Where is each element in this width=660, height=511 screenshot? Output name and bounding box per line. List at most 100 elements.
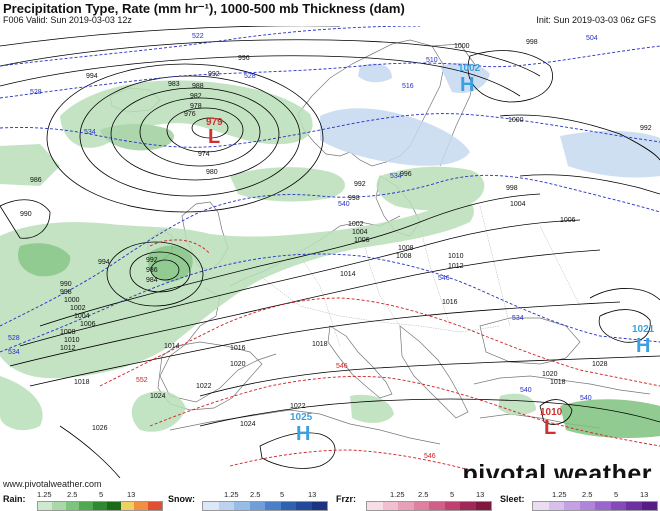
thickness-label: 540 [338,201,350,208]
isobar-label: 978 [190,103,202,110]
isobar-label: 1028 [592,361,608,368]
isobar-label: 1018 [312,341,328,348]
isobar-label: 1012 [448,263,464,270]
isobar-label: 998 [60,289,72,296]
isobar-labels: 994 982 978 976 974 996 992 988 983 980 … [20,39,652,432]
thickness-label: 528 [8,335,20,342]
rain-areas [0,80,660,438]
thickness-label: 516 [402,83,414,90]
thickness-label: 510 [426,57,438,64]
isobar-label: 986 [30,177,42,184]
tick-label: 13 [476,490,485,499]
tick-label: 1.25 [224,490,239,499]
low-letter: L [544,417,556,439]
weather-map[interactable]: 994 982 978 976 974 996 992 988 983 980 … [0,26,660,478]
isobar-label: 988 [192,83,204,90]
legend-swatch [579,502,595,510]
isobar-label: 1016 [230,345,246,352]
map-canvas: 994 982 978 976 974 996 992 988 983 980 … [0,26,660,478]
legend-swatch [475,502,491,510]
legend-label: Rain: [3,494,26,504]
legend-swatch [134,502,149,510]
thickness-label: 540 [580,395,592,402]
isobar-label: 1006 [560,217,576,224]
isobar-label: 1020 [230,361,246,368]
thickness-label: 534 [8,349,20,356]
legend-swatch [218,502,234,510]
legend-swatch [249,502,265,510]
isobar-label: 974 [198,151,210,158]
legend-swatch [65,502,80,510]
high-letter: H [636,335,650,357]
legend-swatch [610,502,626,510]
legend-swatch [626,502,642,510]
thickness-label: 534 [84,129,96,136]
high-letter: H [460,74,474,96]
valid-time: F006 Valid: Sun 2019-03-03 12z [3,15,132,25]
isobar-label: 996 [400,171,412,178]
legend-swatch [38,502,52,510]
isobar-label: 1004 [74,313,90,320]
thickness-label: 522 [192,33,204,40]
isobar-label: 1000 [508,117,524,124]
legend-swatch [641,502,657,510]
low-letter: L [208,126,220,148]
tick-label: 13 [127,490,136,499]
isobar-label: 990 [60,281,72,288]
legend-frzr: Frzr: 1.25 2.5 5 13 [336,490,496,511]
isobar-label: 1020 [542,371,558,378]
legend-swatch [533,502,549,510]
thickness-label: 504 [586,35,598,42]
isobar-label: 1018 [550,379,566,386]
isobar-label: 1014 [340,271,356,278]
high-value: 1021 [632,324,655,335]
isobar-label: 980 [206,169,218,176]
thickness-label: 528 [244,73,256,80]
thickness-label: 528 [30,89,42,96]
legend-swatch [106,502,121,510]
legend-swatch [367,502,383,510]
legend-swatch [444,502,460,510]
isobar-label: 992 [354,181,366,188]
tick-label: 13 [640,490,649,499]
isobar-label: 1012 [60,345,76,352]
tick-label: 5 [450,490,455,499]
legend-swatch [548,502,564,510]
isobar-label: 1016 [442,299,458,306]
map-title: Precipitation Type, Rate (mm hr⁻¹), 1000… [3,1,405,16]
website-link[interactable]: www.pivotalweather.com [3,479,102,489]
low-value: 1010 [540,407,563,418]
legend-swatch [93,502,107,510]
legend-label: Frzr: [336,494,356,504]
isobar-label: 994 [98,259,110,266]
snow-areas [320,62,660,178]
legend-swatch [564,502,580,510]
isobar-label: 1002 [348,221,364,228]
footer: www.pivotalweather.com Rain: 1.25 2.5 5 … [0,478,660,511]
legend-ticks: 1.25 2.5 5 13 [532,490,656,500]
isobar-label: 1010 [448,253,464,260]
legend-swatch [429,502,445,510]
thickness-label: 534 [512,315,524,322]
isobar-label: 984 [146,277,158,284]
high-letter: H [296,423,310,445]
legend-swatch [398,502,414,510]
isobar-label: 1008 [398,245,414,252]
isobar-label: 1006 [354,237,370,244]
isobar-label: 1022 [196,383,212,390]
low-value: 979 [206,117,223,128]
init-time: Init: Sun 2019-03-03 06z GFS [536,15,656,25]
legend-label: Snow: [168,494,195,504]
legend-ticks: 1.25 2.5 5 13 [202,490,326,500]
legend-swatch [382,502,398,510]
tick-label: 5 [280,490,285,499]
isobar-label: 1006 [80,321,96,328]
tick-label: 1.25 [37,490,52,499]
legend-swatch [265,502,281,510]
legend-swatch [311,502,327,510]
isobar-label: 996 [238,55,250,62]
legend-ticks: 1.25 2.5 5 13 [366,490,490,500]
isobar-label: 976 [184,111,196,118]
isobar-label: 1000 [64,297,80,304]
legend-ticks: 1.25 2.5 5 13 [37,490,161,500]
